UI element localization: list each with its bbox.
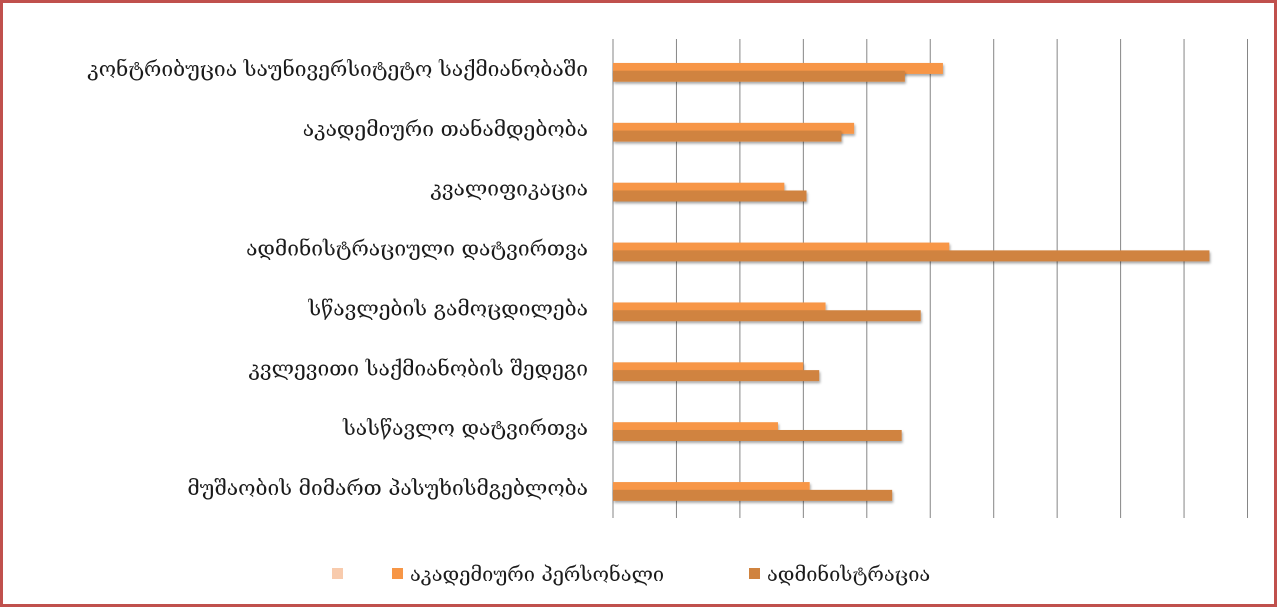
- bar-academic-staff: [613, 182, 785, 194]
- bar-administration: [613, 489, 893, 501]
- category-labels: კონტრიბუცია საუნივერსიტეტო საქმიანობაში ა…: [87, 57, 588, 500]
- bar-administration: [613, 429, 902, 441]
- category-label: სასწავლო დატვირთვა: [342, 416, 588, 440]
- category-label: აკადემიური თანამდებობა: [303, 117, 588, 141]
- legend-label: ადმინისტრაცია: [767, 562, 930, 586]
- bars: [613, 62, 1210, 501]
- bar-administration: [613, 310, 921, 322]
- bar-academic-staff: [613, 302, 826, 314]
- category-label: სწავლების გამოცდილება: [307, 296, 588, 320]
- legend-swatch: [749, 568, 760, 579]
- legend-label: აკადემიური პერსონალი: [410, 562, 664, 586]
- bar-administration: [613, 70, 905, 82]
- bar-academic-staff: [613, 422, 778, 434]
- category-label: კვლევითი საქმიანობის შედეგი: [248, 356, 588, 380]
- gridlines: [675, 39, 1248, 518]
- category-label: კონტრიბუცია საუნივერსიტეტო საქმიანობაში: [87, 57, 588, 81]
- bar-academic-staff: [613, 362, 804, 374]
- bar-academic-staff: [613, 242, 950, 254]
- category-label: მუშაობის მიმართ პასუხისმგებლობა: [187, 476, 588, 500]
- bar-administration: [613, 250, 1210, 262]
- bar-administration: [613, 130, 842, 142]
- bar-academic-staff: [613, 482, 810, 494]
- bar-chart: კონტრიბუცია საუნივერსიტეტო საქმიანობაში ა…: [87, 39, 1248, 586]
- category-label: კვალიფიკაცია: [430, 177, 588, 201]
- legend: აკადემიური პერსონალი ადმინისტრაცია: [332, 562, 930, 586]
- bar-academic-staff: [613, 122, 855, 134]
- legend-swatch: [392, 568, 403, 579]
- bar-academic-staff: [613, 62, 943, 74]
- legend-swatch: [332, 568, 343, 579]
- bar-administration: [613, 190, 807, 202]
- bar-administration: [613, 370, 820, 382]
- category-label: ადმინისტრაციული დატვირთვა: [246, 237, 588, 261]
